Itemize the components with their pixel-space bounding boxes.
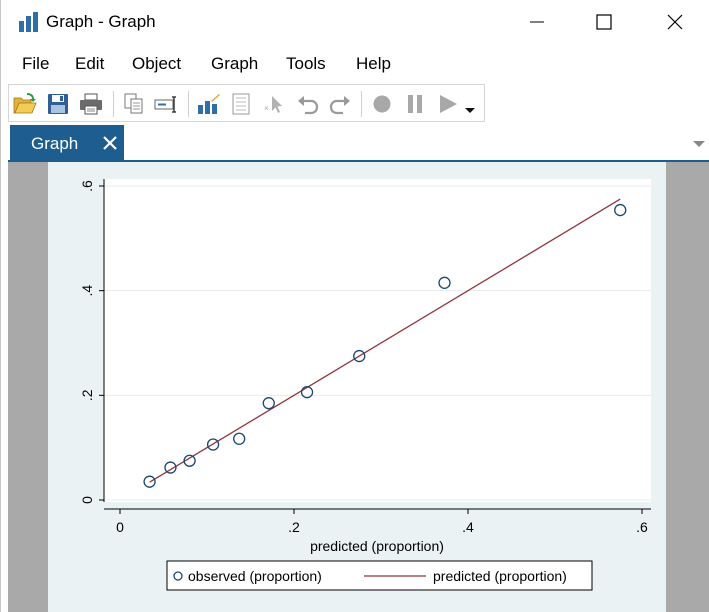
observed-point	[143, 475, 156, 488]
pointer-button[interactable]: ×	[261, 91, 287, 117]
menu-bar: File Edit Object Graph Tools Help	[1, 52, 709, 78]
print-icon	[80, 93, 102, 115]
data-editor-icon	[232, 93, 250, 115]
observed-point	[353, 349, 366, 363]
record-button[interactable]	[369, 91, 395, 117]
pointer-icon: ×	[264, 96, 282, 113]
y-tick-label: .2	[79, 389, 95, 401]
menu-help[interactable]: Help	[356, 54, 391, 73]
menu-graph[interactable]: Graph	[211, 54, 259, 73]
redo-button[interactable]	[327, 91, 353, 117]
observed-point	[206, 438, 220, 451]
menu-object[interactable]: Object	[132, 54, 182, 73]
close-icon[interactable]	[102, 135, 118, 151]
observed-point	[300, 386, 314, 399]
data-editor-button[interactable]	[228, 91, 254, 117]
x-tick-label: .2	[288, 519, 300, 535]
rename-button[interactable]	[153, 91, 179, 117]
toolbar-separator	[188, 91, 189, 117]
maximize-button[interactable]	[581, 0, 627, 44]
menu-tools[interactable]: Tools	[286, 54, 326, 73]
tab-strip: Graph	[8, 125, 709, 162]
bar-chart-icon	[19, 12, 38, 32]
rename-icon	[154, 96, 176, 113]
scatter-chart: 0 .2 .4 .6 0 .2 .4 .6 predicted (proportion) o…	[79, 179, 651, 591]
save-button[interactable]	[45, 91, 71, 117]
graph-editor-button[interactable]	[196, 91, 222, 117]
window-title: Graph - Graph	[46, 12, 156, 31]
maximize-icon	[596, 14, 612, 30]
svg-text:×: ×	[264, 104, 269, 113]
record-icon	[373, 95, 391, 113]
pause-button[interactable]	[402, 91, 428, 117]
observed-point	[262, 397, 275, 410]
save-icon	[48, 94, 68, 114]
play-icon	[440, 95, 457, 113]
x-tick-label: 0	[116, 519, 124, 535]
toolbar-separator	[113, 91, 114, 117]
observed-point	[233, 432, 246, 445]
dropdown-icon	[465, 108, 475, 113]
y-tick-label: 0	[79, 496, 95, 504]
tab-graph[interactable]: Graph	[10, 125, 124, 160]
open-icon	[13, 93, 37, 114]
graph-canvas[interactable]: 0 .2 .4 .6 0 .2 .4 .6 predicted (proportion) o…	[8, 162, 709, 612]
legend-marker-observed	[173, 571, 183, 581]
x-axis-label: predicted (proportion)	[310, 538, 444, 554]
x-ticks: 0 .2 .4 .6	[116, 509, 648, 535]
axes	[103, 179, 651, 510]
play-dropdown-button[interactable]	[461, 91, 479, 117]
x-tick-label: .4	[462, 519, 474, 535]
y-tick-label: .6	[79, 180, 95, 192]
menu-edit[interactable]: Edit	[75, 54, 105, 73]
observed-point	[164, 461, 177, 474]
copy-icon	[124, 93, 143, 114]
minimize-button[interactable]	[514, 0, 560, 44]
play-button[interactable]	[435, 91, 461, 117]
menu-file[interactable]: File	[22, 54, 50, 73]
toolbar-separator	[361, 91, 362, 117]
open-button[interactable]	[12, 91, 38, 117]
print-button[interactable]	[78, 91, 104, 117]
x-tick-label: .6	[636, 519, 648, 535]
plot-region	[104, 179, 651, 502]
y-tick-label: .4	[79, 285, 95, 297]
predicted-line	[149, 198, 621, 483]
undo-button[interactable]	[295, 91, 321, 117]
redo-icon	[329, 96, 350, 115]
observed-point	[183, 454, 196, 467]
title-bar[interactable]: Graph - Graph	[1, 0, 709, 44]
copy-button[interactable]	[121, 91, 147, 117]
observed-point	[614, 203, 627, 217]
minimize-icon	[530, 21, 544, 23]
pause-icon	[408, 95, 422, 113]
close-icon	[667, 14, 683, 30]
legend: observed (proportion) predicted (proport…	[166, 560, 593, 591]
legend-label-predicted: predicted (proportion)	[433, 568, 567, 584]
y-ticks: 0 .2 .4 .6	[79, 180, 104, 504]
graph-editor-icon	[198, 94, 220, 114]
observed-point	[438, 276, 451, 289]
close-button[interactable]	[652, 0, 698, 44]
tab-graph-label: Graph	[31, 134, 79, 153]
toolbar: ×	[8, 84, 485, 122]
data-series	[143, 198, 627, 488]
gridlines	[104, 185, 651, 501]
legend-label-observed: observed (proportion)	[188, 568, 322, 584]
chevron-down-icon[interactable]	[692, 139, 706, 149]
undo-icon	[298, 96, 319, 115]
graph-region: 0 .2 .4 .6 0 .2 .4 .6 predicted (proportion) o…	[48, 162, 666, 612]
